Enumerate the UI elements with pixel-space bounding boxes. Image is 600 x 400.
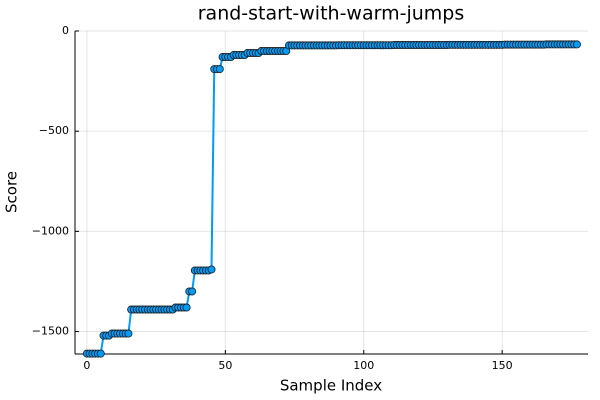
data-point [572, 40, 581, 49]
y-tick-label: −1500 [32, 325, 69, 338]
data-point [124, 329, 133, 338]
y-tick-label: −1000 [32, 224, 69, 237]
y-tick-label: 0 [62, 24, 69, 37]
data-point [215, 65, 224, 74]
x-tick-label: 150 [492, 359, 513, 372]
x-tick-label: 50 [218, 359, 232, 372]
data-point [182, 303, 191, 312]
x-tick-label: 0 [83, 359, 90, 372]
y-tick-label: −500 [39, 124, 69, 137]
data-point [96, 349, 105, 358]
y-axis-label: Score [3, 171, 21, 213]
plot-area [82, 40, 581, 358]
data-point [188, 287, 197, 296]
x-axis-label: Sample Index [280, 377, 382, 395]
x-tick-label: 100 [353, 359, 374, 372]
chart-title: rand-start-with-warm-jumps [198, 3, 465, 25]
data-point [207, 265, 216, 274]
